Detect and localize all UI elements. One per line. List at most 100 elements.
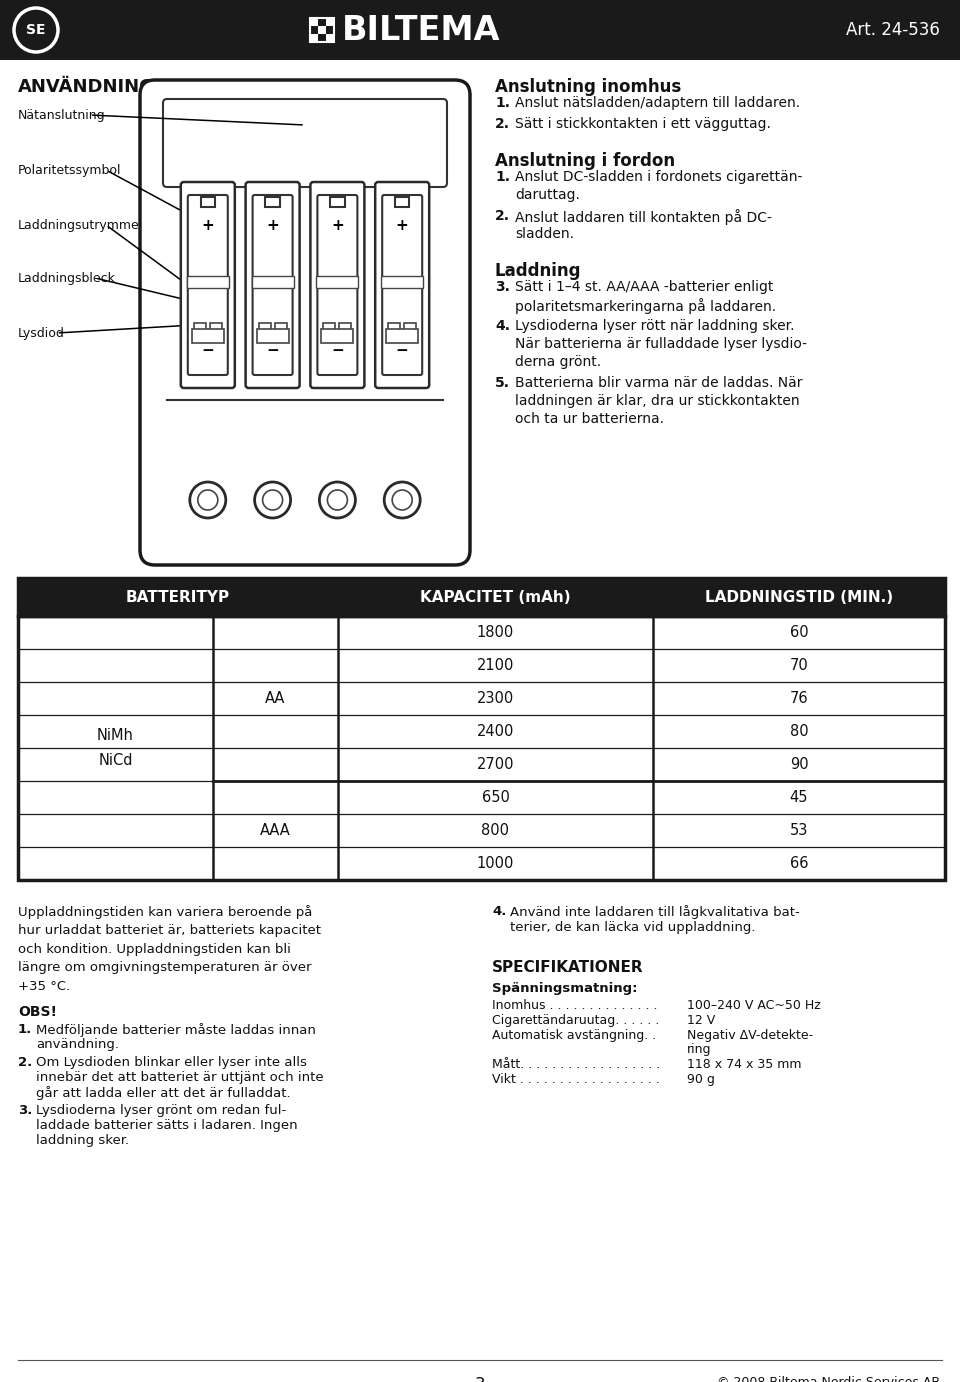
Bar [310, 35, 318, 41]
Bar [192, 329, 224, 343]
Text: 53: 53 [790, 824, 808, 837]
Bar [18, 578, 945, 616]
Text: 1.: 1. [18, 1023, 33, 1036]
FancyBboxPatch shape [246, 182, 300, 388]
Circle shape [190, 482, 226, 518]
Text: 60: 60 [790, 625, 808, 640]
Text: daruttag.: daruttag. [515, 188, 580, 202]
Text: ANVÄNDNING: ANVÄNDNING [18, 77, 155, 95]
Text: 90 g: 90 g [687, 1072, 715, 1086]
Text: BATTERITYP: BATTERITYP [126, 590, 230, 604]
Text: och ta ur batterierna.: och ta ur batterierna. [515, 412, 664, 426]
Text: BILTEMA: BILTEMA [342, 14, 500, 47]
Bar [275, 323, 287, 333]
Text: 2400: 2400 [477, 724, 515, 739]
Text: Lysdiod: Lysdiod [18, 326, 65, 340]
Text: polaritetsmarkeringarna på laddaren.: polaritetsmarkeringarna på laddaren. [515, 299, 776, 314]
FancyBboxPatch shape [375, 182, 429, 388]
Bar [330, 198, 345, 207]
Text: Anslutning i fordon: Anslutning i fordon [495, 152, 675, 170]
Bar [326, 35, 334, 41]
Text: Om Lysdioden blinkar eller lyser inte alls: Om Lysdioden blinkar eller lyser inte al… [36, 1056, 307, 1070]
Text: 650: 650 [482, 791, 510, 804]
Bar [326, 18, 334, 26]
Text: +: + [202, 217, 214, 232]
Text: Inomhus . . . . . . . . . . . . . .: Inomhus . . . . . . . . . . . . . . [492, 999, 658, 1012]
Bar [326, 26, 334, 35]
Bar [187, 276, 228, 287]
Text: 1.: 1. [495, 170, 510, 184]
Bar [18, 616, 945, 880]
Text: Laddning: Laddning [495, 263, 582, 281]
FancyBboxPatch shape [318, 195, 357, 375]
Text: Vikt . . . . . . . . . . . . . . . . . .: Vikt . . . . . . . . . . . . . . . . . . [492, 1072, 660, 1086]
Text: 70: 70 [790, 658, 808, 673]
Bar [256, 329, 289, 343]
Text: Använd inte laddaren till lågkvalitativa bat-: Använd inte laddaren till lågkvalitativa… [510, 905, 800, 919]
Text: 2100: 2100 [477, 658, 515, 673]
Text: AAA: AAA [260, 824, 291, 837]
Text: 66: 66 [790, 855, 808, 871]
Bar [395, 198, 409, 207]
Text: 3.: 3. [495, 281, 510, 294]
Text: 76: 76 [790, 691, 808, 706]
Bar [386, 329, 419, 343]
Text: 3.: 3. [18, 1104, 33, 1117]
Text: laddning sker.: laddning sker. [36, 1135, 130, 1147]
Text: −: − [266, 343, 279, 358]
Text: 118 x 74 x 35 mm: 118 x 74 x 35 mm [687, 1059, 802, 1071]
Text: användning.: användning. [36, 1038, 119, 1050]
Circle shape [320, 482, 355, 518]
Text: laddningen är klar, dra ur stickkontakten: laddningen är klar, dra ur stickkontakte… [515, 394, 800, 408]
Text: 1800: 1800 [477, 625, 515, 640]
Bar [324, 323, 335, 333]
Text: Anslut nätsladden/adaptern till laddaren.: Anslut nätsladden/adaptern till laddaren… [515, 95, 800, 111]
Circle shape [198, 491, 218, 510]
Text: Negativ ΔV-detekte-: Negativ ΔV-detekte- [687, 1030, 813, 1042]
Text: 2.: 2. [495, 209, 510, 223]
Text: Laddningsutrymme: Laddningsutrymme [18, 218, 140, 232]
Text: 4.: 4. [495, 319, 510, 333]
FancyBboxPatch shape [382, 195, 422, 375]
Text: Automatisk avstängning. .: Automatisk avstängning. . [492, 1030, 657, 1042]
Text: 100–240 V AC~50 Hz: 100–240 V AC~50 Hz [687, 999, 821, 1012]
FancyBboxPatch shape [310, 182, 365, 388]
Text: 45: 45 [790, 791, 808, 804]
Bar [322, 329, 353, 343]
Text: +: + [331, 217, 344, 232]
Text: Medföljande batterier måste laddas innan: Medföljande batterier måste laddas innan [36, 1023, 316, 1036]
Text: SE: SE [26, 23, 46, 37]
Text: laddade batterier sätts i ladaren. Ingen: laddade batterier sätts i ladaren. Ingen [36, 1119, 298, 1132]
Text: KAPACITET (mAh): KAPACITET (mAh) [420, 590, 571, 604]
Text: 12 V: 12 V [687, 1014, 715, 1027]
Text: OBS!: OBS! [18, 1005, 57, 1019]
Bar [0, 0, 960, 59]
Text: terier, de kan läcka vid uppladdning.: terier, de kan läcka vid uppladdning. [510, 920, 756, 934]
Text: Sätt i stickkontakten i ett vägguttag.: Sätt i stickkontakten i ett vägguttag. [515, 117, 771, 131]
Text: Sätt i 1–4 st. AA/AAA -batterier enligt: Sätt i 1–4 st. AA/AAA -batterier enligt [515, 281, 774, 294]
Text: 2300: 2300 [477, 691, 515, 706]
Text: 2700: 2700 [477, 757, 515, 773]
FancyBboxPatch shape [188, 195, 228, 375]
Text: 90: 90 [790, 757, 808, 773]
Text: Cigarettändaruutag. . . . . .: Cigarettändaruutag. . . . . . [492, 1014, 660, 1027]
Bar [310, 26, 318, 35]
FancyBboxPatch shape [252, 195, 293, 375]
Text: −: − [331, 343, 344, 358]
Text: −: − [396, 343, 409, 358]
FancyBboxPatch shape [140, 80, 470, 565]
Text: Polaritetssymbol: Polaritetssymbol [18, 163, 122, 177]
Bar [265, 198, 279, 207]
Bar [210, 323, 222, 333]
Text: 2.: 2. [495, 117, 510, 131]
Bar [18, 578, 945, 616]
Bar [318, 18, 326, 26]
Bar [318, 35, 326, 41]
Text: Anslut DC-sladden i fordonets cigarettän-: Anslut DC-sladden i fordonets cigarettän… [515, 170, 803, 184]
Text: 800: 800 [482, 824, 510, 837]
Text: Mått. . . . . . . . . . . . . . . . . .: Mått. . . . . . . . . . . . . . . . . . [492, 1059, 660, 1071]
Text: Lysdioderna lyser rött när laddning sker.: Lysdioderna lyser rött när laddning sker… [515, 319, 795, 333]
Circle shape [393, 491, 412, 510]
FancyBboxPatch shape [180, 182, 235, 388]
Bar [258, 323, 271, 333]
